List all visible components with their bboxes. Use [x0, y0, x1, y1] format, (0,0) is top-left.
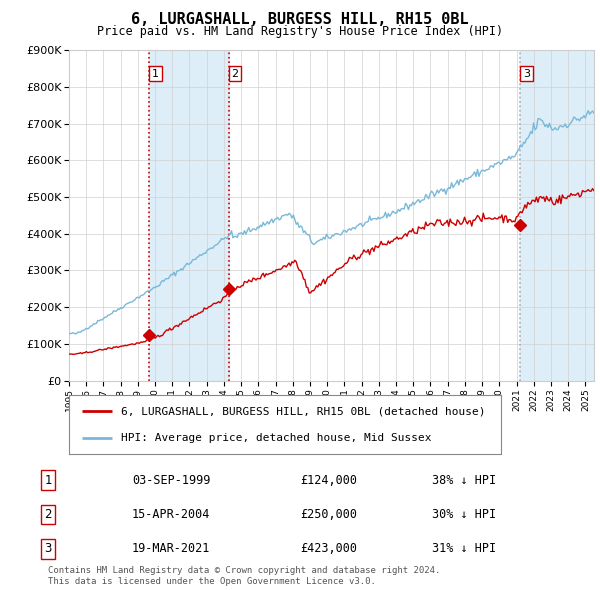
Text: Contains HM Land Registry data © Crown copyright and database right 2024.: Contains HM Land Registry data © Crown c…	[48, 566, 440, 575]
Bar	[149, 50, 229, 381]
Text: 6, LURGASHALL, BURGESS HILL, RH15 0BL: 6, LURGASHALL, BURGESS HILL, RH15 0BL	[131, 12, 469, 27]
Text: 30% ↓ HPI: 30% ↓ HPI	[432, 508, 496, 521]
Text: 19-MAR-2021: 19-MAR-2021	[132, 542, 211, 555]
Text: This data is licensed under the Open Government Licence v3.0.: This data is licensed under the Open Gov…	[48, 577, 376, 586]
Text: 15-APR-2004: 15-APR-2004	[132, 508, 211, 521]
Text: HPI: Average price, detached house, Mid Sussex: HPI: Average price, detached house, Mid …	[121, 434, 431, 443]
Text: £250,000: £250,000	[300, 508, 357, 521]
Text: 3: 3	[523, 68, 530, 78]
Text: 03-SEP-1999: 03-SEP-1999	[132, 474, 211, 487]
Text: 6, LURGASHALL, BURGESS HILL, RH15 0BL (detached house): 6, LURGASHALL, BURGESS HILL, RH15 0BL (d…	[121, 407, 485, 416]
Text: £124,000: £124,000	[300, 474, 357, 487]
Text: 2: 2	[44, 508, 52, 521]
Text: 3: 3	[44, 542, 52, 555]
Text: 38% ↓ HPI: 38% ↓ HPI	[432, 474, 496, 487]
Bar	[520, 50, 594, 381]
Text: 1: 1	[152, 68, 159, 78]
Text: 31% ↓ HPI: 31% ↓ HPI	[432, 542, 496, 555]
Text: £423,000: £423,000	[300, 542, 357, 555]
Text: 2: 2	[232, 68, 239, 78]
Text: Price paid vs. HM Land Registry's House Price Index (HPI): Price paid vs. HM Land Registry's House …	[97, 25, 503, 38]
Text: 1: 1	[44, 474, 52, 487]
